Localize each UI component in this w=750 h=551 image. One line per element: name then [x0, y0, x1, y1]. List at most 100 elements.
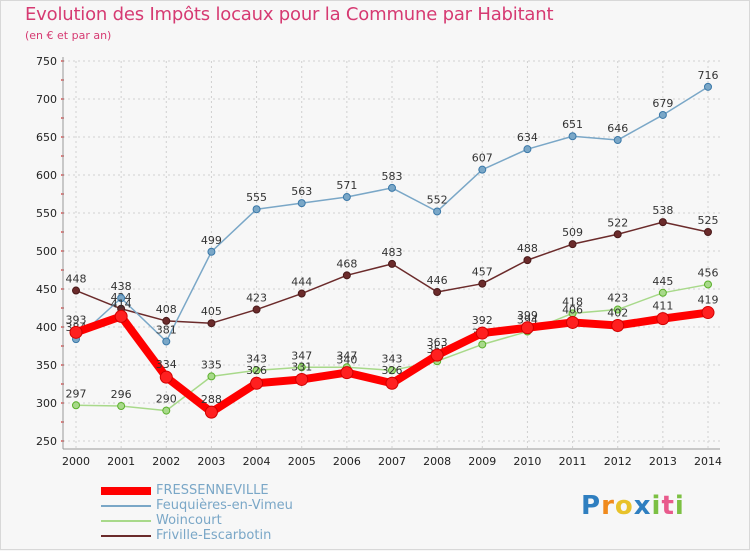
data-label-fressenneville: 288 [201, 393, 222, 406]
data-point-feuqui-res-en-vimeu [568, 132, 577, 141]
data-label-fressenneville: 363 [427, 336, 448, 349]
data-point-fressenneville [611, 318, 625, 332]
data-label-friville-escarbotin: 488 [517, 242, 538, 255]
data-point-woincourt [207, 372, 216, 381]
x-tick-label: 2007 [378, 455, 406, 468]
data-point-fressenneville [566, 315, 580, 329]
data-label-friville-escarbotin: 444 [291, 276, 312, 289]
data-point-woincourt [72, 401, 80, 410]
x-tick-label: 2003 [197, 455, 225, 468]
legend-item: Woincourt [101, 513, 361, 528]
data-point-feuqui-res-en-vimeu [433, 207, 442, 216]
data-point-woincourt [704, 280, 712, 289]
x-tick-label: 2013 [649, 455, 677, 468]
data-label-woincourt: 418 [562, 295, 583, 308]
data-label-feuqui-res-en-vimeu: 552 [427, 193, 448, 206]
logo-letter: x [633, 491, 652, 521]
data-label-feuqui-res-en-vimeu: 607 [472, 152, 493, 165]
data-label-fressenneville: 326 [246, 364, 267, 377]
x-tick-label: 2008 [423, 455, 451, 468]
data-label-woincourt: 423 [607, 292, 628, 305]
logo-letter: P [581, 491, 602, 521]
y-tick-label: 700 [36, 93, 57, 106]
data-point-friville-escarbotin [433, 288, 442, 297]
data-point-fressenneville [250, 376, 264, 390]
data-label-friville-escarbotin: 448 [66, 273, 87, 286]
x-tick-label: 2004 [243, 455, 271, 468]
data-point-feuqui-res-en-vimeu [658, 110, 667, 119]
data-label-friville-escarbotin: 522 [607, 216, 628, 229]
data-point-fressenneville [701, 306, 715, 320]
y-tick-label: 600 [36, 169, 57, 182]
data-label-feuqui-res-en-vimeu: 583 [382, 170, 403, 183]
data-label-feuqui-res-en-vimeu: 563 [291, 185, 312, 198]
data-label-friville-escarbotin: 538 [652, 204, 673, 217]
data-point-friville-escarbotin [162, 316, 171, 325]
data-point-friville-escarbotin [72, 286, 80, 295]
legend-item: FRESSENNEVILLE [101, 483, 361, 498]
y-tick-label: 250 [36, 435, 57, 448]
data-label-friville-escarbotin: 405 [201, 305, 222, 318]
data-point-woincourt [658, 288, 667, 297]
data-point-woincourt [388, 366, 396, 375]
data-label-woincourt: 445 [652, 275, 673, 288]
data-point-feuqui-res-en-vimeu [523, 145, 532, 154]
data-point-fressenneville [385, 376, 399, 390]
data-label-fressenneville: 414 [111, 297, 132, 310]
y-tick-label: 550 [36, 207, 57, 220]
legend-item: Feuquières-en-Vimeu [101, 498, 361, 513]
data-label-fressenneville: 393 [66, 313, 87, 326]
data-point-woincourt [613, 305, 622, 314]
data-point-friville-escarbotin [568, 240, 577, 249]
data-point-friville-escarbotin [297, 289, 306, 298]
data-label-feuqui-res-en-vimeu: 716 [698, 69, 719, 82]
data-point-woincourt [162, 406, 171, 415]
data-point-woincourt [478, 340, 487, 349]
data-label-fressenneville: 334 [156, 358, 177, 371]
data-point-feuqui-res-en-vimeu [252, 205, 261, 214]
x-tick-label: 2012 [604, 455, 632, 468]
y-tick-label: 750 [36, 55, 57, 68]
data-point-feuqui-res-en-vimeu [117, 294, 126, 303]
data-label-woincourt: 335 [201, 358, 222, 371]
data-point-feuqui-res-en-vimeu [613, 136, 622, 145]
data-label-feuqui-res-en-vimeu: 438 [111, 280, 132, 293]
data-label-fressenneville: 419 [698, 294, 719, 307]
data-point-fressenneville [159, 370, 173, 384]
data-point-fressenneville [475, 326, 489, 340]
data-label-feuqui-res-en-vimeu: 571 [336, 179, 357, 192]
data-point-friville-escarbotin [207, 319, 216, 328]
data-point-friville-escarbotin [388, 259, 396, 268]
legend-swatch [101, 535, 151, 537]
data-label-feuqui-res-en-vimeu: 381 [156, 323, 177, 336]
data-point-fressenneville [295, 372, 309, 386]
data-label-feuqui-res-en-vimeu: 499 [201, 234, 222, 247]
data-point-fressenneville [69, 325, 83, 339]
data-point-friville-escarbotin [342, 271, 351, 280]
data-label-feuqui-res-en-vimeu: 646 [607, 122, 628, 135]
data-point-friville-escarbotin [252, 305, 261, 314]
x-tick-label: 2002 [152, 455, 180, 468]
x-tick-label: 2001 [107, 455, 135, 468]
data-label-feuqui-res-en-vimeu: 634 [517, 131, 538, 144]
data-label-fressenneville: 402 [607, 306, 628, 319]
legend-swatch [101, 520, 151, 522]
data-point-fressenneville [340, 366, 354, 380]
data-label-fressenneville: 326 [382, 364, 403, 377]
data-point-feuqui-res-en-vimeu [478, 165, 487, 174]
proxiti-logo: Proxiti [581, 491, 685, 521]
logo-letter: r [601, 491, 615, 521]
y-tick-label: 400 [36, 321, 57, 334]
legend-swatch [101, 487, 151, 495]
data-point-woincourt [117, 402, 126, 411]
data-label-fressenneville: 411 [652, 300, 673, 313]
data-point-fressenneville [430, 348, 444, 362]
data-label-woincourt: 296 [111, 388, 132, 401]
logo-letter: t [661, 491, 675, 521]
data-point-friville-escarbotin [613, 230, 622, 239]
data-label-fressenneville: 331 [291, 360, 312, 373]
data-point-fressenneville [656, 312, 670, 326]
data-point-friville-escarbotin [704, 228, 712, 236]
